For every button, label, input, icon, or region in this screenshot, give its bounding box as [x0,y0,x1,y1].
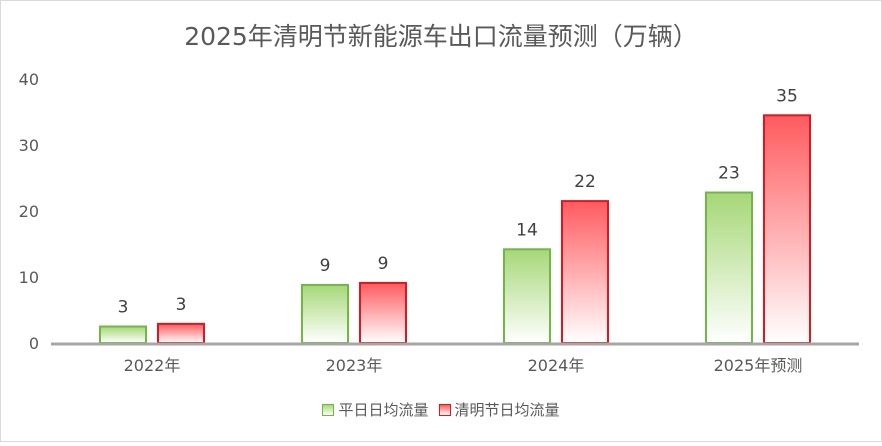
y-tick-label: 20 [19,202,39,221]
bar-qingming [763,114,811,344]
x-tick-label: 2025年预测 [714,356,803,375]
bar-qingming [157,322,205,344]
x-tick-label: 2024年 [528,356,585,375]
data-label: 9 [378,254,389,274]
legend-label-qingming: 清明节日均流量 [454,401,560,419]
data-label: 22 [574,172,596,192]
bar-weekday [301,283,349,345]
y-tick-label: 40 [19,70,39,89]
x-tick-label: 2023年 [326,356,383,375]
data-label: 23 [718,164,740,184]
bar-weekday [503,248,551,344]
y-tick-label: 0 [29,334,39,353]
legend: 平日日均流量 清明节日均流量 [1,399,881,420]
y-tick-label: 30 [19,136,39,155]
x-tick-label: 2022年 [124,356,181,375]
bar-qingming [359,281,407,345]
legend-item-qingming: 清明节日均流量 [438,399,560,420]
legend-swatch-weekday [322,403,335,416]
legend-label-weekday: 平日日均流量 [338,401,429,419]
chart-title: 2025年清明节新能源车出口流量预测（万辆） [184,22,698,51]
bar-qingming [561,200,609,344]
data-label: 3 [118,298,129,318]
y-tick-label: 10 [19,268,39,287]
data-label: 14 [516,220,538,240]
data-label: 35 [776,86,798,106]
bar-weekday [99,325,147,344]
legend-item-weekday: 平日日均流量 [322,399,429,420]
legend-swatch-qingming [438,403,451,416]
bar-weekday [705,191,753,344]
data-label: 9 [320,256,331,276]
data-label: 3 [176,295,187,315]
